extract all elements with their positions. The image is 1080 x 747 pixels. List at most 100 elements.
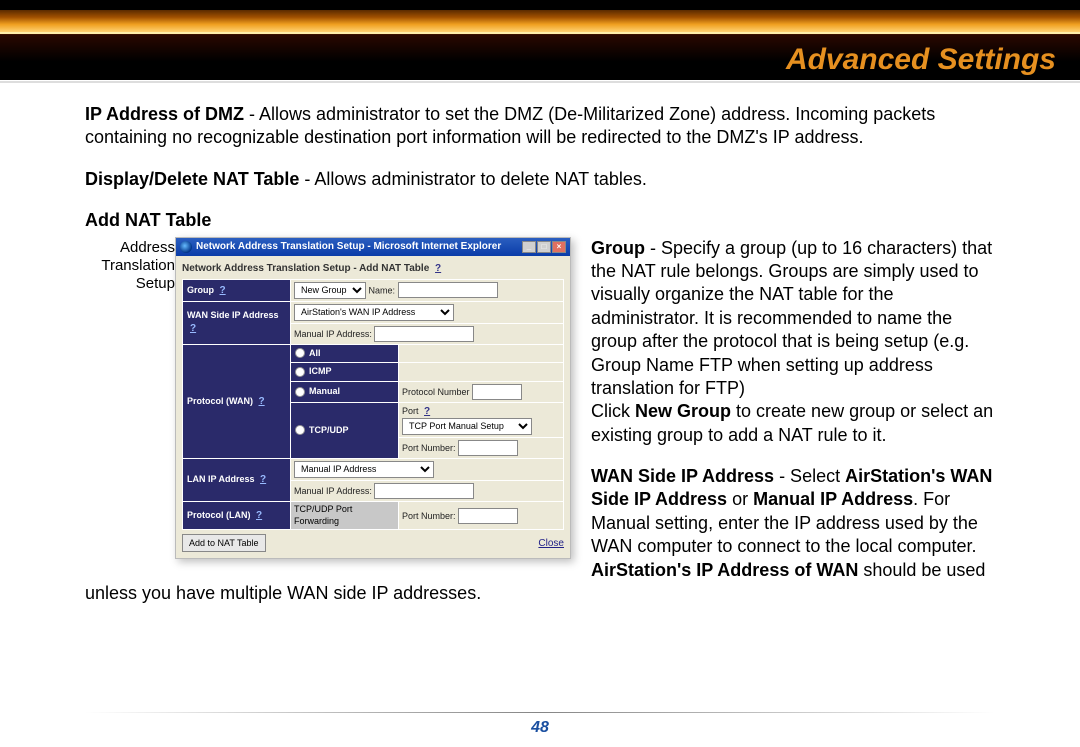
ip-dmz-label: IP Address of DMZ	[85, 104, 244, 124]
page-number: 48	[0, 719, 1080, 737]
cell-opt-icmp: ICMP	[291, 363, 399, 382]
port-label: Port	[402, 406, 419, 416]
group-text-b1: Click	[591, 401, 635, 421]
dd-nat-label: Display/Delete NAT Table	[85, 169, 299, 189]
row-proto-wan-all: Protocol (WAN) ? All	[183, 344, 564, 363]
footer-rule	[85, 712, 995, 713]
window-title-text: Network Address Translation Setup - Micr…	[196, 240, 501, 253]
caption-l1: Address	[120, 239, 175, 256]
protocol-number-label: Protocol Number	[402, 387, 470, 397]
label-group-text: Group	[187, 285, 214, 295]
radio-tcpudp[interactable]	[295, 425, 305, 435]
help-icon[interactable]: ?	[424, 406, 430, 417]
protocol-number-input[interactable]	[472, 384, 522, 400]
group-name-input[interactable]	[398, 282, 498, 298]
opt-manual-text: Manual	[309, 386, 340, 398]
close-button[interactable]: ×	[552, 241, 566, 253]
window-titlebar: Network Address Translation Setup - Micr…	[176, 238, 570, 256]
cell-port-select: Port ? TCP Port Manual Setup	[399, 402, 564, 437]
label-wan-ip: WAN Side IP Address ?	[183, 301, 291, 344]
help-icon[interactable]: ?	[260, 474, 266, 485]
lan-manual-input[interactable]	[374, 483, 474, 499]
dialog-heading-text: Network Address Translation Setup - Add …	[182, 263, 429, 274]
radio-icmp[interactable]	[295, 367, 305, 377]
wan-manual-label: Manual IP Address:	[294, 329, 372, 339]
label-proto-lan-text: Protocol (LAN)	[187, 510, 251, 520]
screenshot-caption: Address Translation Setup	[85, 237, 175, 293]
label-group: Group ?	[183, 279, 291, 301]
wan-or: or	[727, 489, 753, 509]
cell-wan-ip-manual: Manual IP Address:	[291, 323, 564, 344]
label-lan-ip-text: LAN IP Address	[187, 474, 255, 484]
cell-wan-ip-select: AirStation's WAN IP Address	[291, 301, 564, 323]
maximize-button[interactable]: □	[537, 241, 551, 253]
paragraph-ip-dmz: IP Address of DMZ - Allows administrator…	[85, 103, 995, 150]
air-bold: AirStation's IP Address of WAN	[591, 560, 858, 580]
cell-opt-all: All	[291, 344, 399, 363]
label-proto-wan-text: Protocol (WAN)	[187, 396, 253, 406]
minimize-button[interactable]: _	[522, 241, 536, 253]
wan-ip-select[interactable]: AirStation's WAN IP Address	[294, 304, 454, 321]
row-wan-ip: WAN Side IP Address ? AirStation's WAN I…	[183, 301, 564, 323]
top-orange-gradient	[0, 10, 1080, 34]
radio-manual[interactable]	[295, 387, 305, 397]
wan-bold3: Manual IP Ad­dress	[753, 489, 913, 509]
label-wan-ip-text: WAN Side IP Address	[187, 310, 279, 320]
dd-nat-text: - Allows administrator to delete NAT tab…	[299, 169, 646, 189]
label-lan-ip: LAN IP Address ?	[183, 458, 291, 501]
port-number-label: Port Number:	[402, 443, 456, 453]
cell-protocol-number: Protocol Number	[399, 381, 564, 402]
cell-fwd-label: TCP/UDP Port Forwarding	[291, 501, 399, 529]
help-icon[interactable]: ?	[256, 510, 262, 521]
opt-all-text: All	[309, 348, 321, 360]
row-lan-ip-a: LAN IP Address ? Manual IP Address	[183, 458, 564, 480]
opt-tcpudp-text: TCP/UDP	[309, 425, 349, 437]
radio-all[interactable]	[295, 348, 305, 358]
wan-label: WAN Side IP Address	[591, 466, 774, 486]
dialog-bottom-row: Add to NAT Table Close	[182, 530, 564, 552]
port-select[interactable]: TCP Port Manual Setup	[402, 418, 532, 435]
lan-port-number-label: Port Number:	[402, 511, 456, 521]
add-to-nat-button[interactable]: Add to NAT Table	[182, 534, 266, 552]
close-link[interactable]: Close	[538, 537, 564, 550]
group-select[interactable]: New Group	[294, 282, 366, 299]
wan-manual-input[interactable]	[374, 326, 474, 342]
ie-icon	[180, 241, 192, 253]
lan-port-number-input[interactable]	[458, 508, 518, 524]
help-icon[interactable]: ?	[190, 323, 196, 334]
caption-l3: Setup	[136, 275, 175, 292]
lan-manual-label: Manual IP Address:	[294, 486, 372, 496]
help-icon[interactable]: ?	[259, 396, 265, 407]
label-proto-lan: Protocol (LAN) ?	[183, 501, 291, 529]
port-number-input[interactable]	[458, 440, 518, 456]
group-label: Group	[591, 238, 645, 258]
cell-port-number: Port Number:	[399, 437, 564, 458]
paragraph-dd-nat: Display/Delete NAT Table - Allows admini…	[85, 168, 995, 191]
row-proto-lan: Protocol (LAN) ? TCP/UDP Port Forwarding…	[183, 501, 564, 529]
row-group: Group ? New Group Name:	[183, 279, 564, 301]
wan-sep: - Select	[774, 466, 845, 486]
group-name-label: Name:	[369, 285, 396, 295]
page-title: Advanced Settings	[786, 43, 1056, 77]
content-area: IP Address of DMZ - Allows administrator…	[0, 83, 1080, 623]
top-black-bar	[0, 0, 1080, 10]
cell-opt-tcpudp: TCP/UDP	[291, 402, 399, 458]
screenshot-block: Address Translation Setup Network Addres…	[85, 237, 571, 560]
caption-l2: Translation	[101, 257, 175, 274]
cell-lan-port-number: Port Number:	[399, 501, 564, 529]
cell-lan-ip-manual: Manual IP Address:	[291, 480, 564, 501]
cell-opt-all-right	[399, 344, 564, 363]
help-icon[interactable]: ?	[220, 285, 226, 296]
header-dark-bar: Advanced Settings	[0, 34, 1080, 80]
cell-opt-manual: Manual	[291, 381, 399, 402]
cell-group: New Group Name:	[291, 279, 564, 301]
cell-opt-icmp-right	[399, 363, 564, 382]
group-text-a: - Specify a group (up to 16 characters) …	[591, 238, 992, 398]
add-nat-heading: Add NAT Table	[85, 209, 995, 232]
help-icon[interactable]: ?	[435, 263, 441, 274]
group-newgroup-bold: New Group	[635, 401, 731, 421]
lan-ip-select[interactable]: Manual IP Address	[294, 461, 434, 478]
window-content: Network Address Translation Setup - Add …	[176, 256, 570, 559]
cell-lan-ip-select: Manual IP Address	[291, 458, 564, 480]
opt-icmp-text: ICMP	[309, 366, 332, 378]
